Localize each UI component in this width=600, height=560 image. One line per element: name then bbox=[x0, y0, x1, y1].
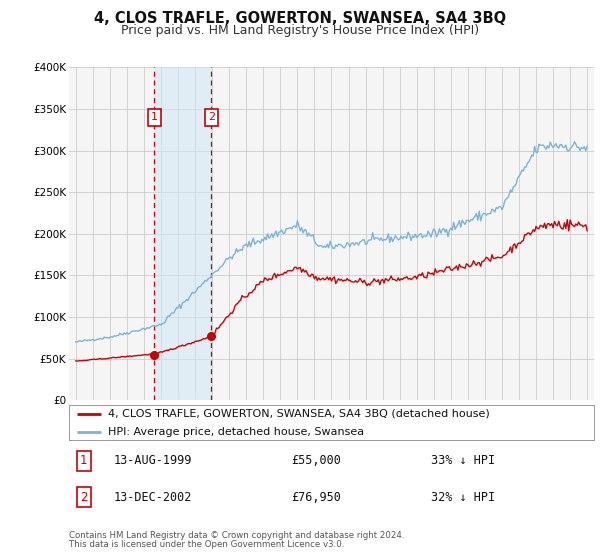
Text: Contains HM Land Registry data © Crown copyright and database right 2024.: Contains HM Land Registry data © Crown c… bbox=[69, 531, 404, 540]
Text: 2: 2 bbox=[80, 491, 88, 504]
Text: 4, CLOS TRAFLE, GOWERTON, SWANSEA, SA4 3BQ: 4, CLOS TRAFLE, GOWERTON, SWANSEA, SA4 3… bbox=[94, 11, 506, 26]
Text: 2: 2 bbox=[208, 112, 215, 122]
Text: HPI: Average price, detached house, Swansea: HPI: Average price, detached house, Swan… bbox=[109, 427, 365, 437]
Text: 4, CLOS TRAFLE, GOWERTON, SWANSEA, SA4 3BQ (detached house): 4, CLOS TRAFLE, GOWERTON, SWANSEA, SA4 3… bbox=[109, 409, 490, 418]
Text: This data is licensed under the Open Government Licence v3.0.: This data is licensed under the Open Gov… bbox=[69, 540, 344, 549]
Text: Price paid vs. HM Land Registry's House Price Index (HPI): Price paid vs. HM Land Registry's House … bbox=[121, 24, 479, 37]
Bar bbox=[154, 67, 211, 400]
Text: 32% ↓ HPI: 32% ↓ HPI bbox=[431, 491, 495, 504]
Text: £76,950: £76,950 bbox=[291, 491, 341, 504]
Text: 1: 1 bbox=[80, 454, 88, 468]
Text: 13-DEC-2002: 13-DEC-2002 bbox=[114, 491, 192, 504]
Text: £55,000: £55,000 bbox=[291, 454, 341, 468]
Text: 33% ↓ HPI: 33% ↓ HPI bbox=[431, 454, 495, 468]
Text: 1: 1 bbox=[151, 112, 158, 122]
Text: 13-AUG-1999: 13-AUG-1999 bbox=[114, 454, 192, 468]
